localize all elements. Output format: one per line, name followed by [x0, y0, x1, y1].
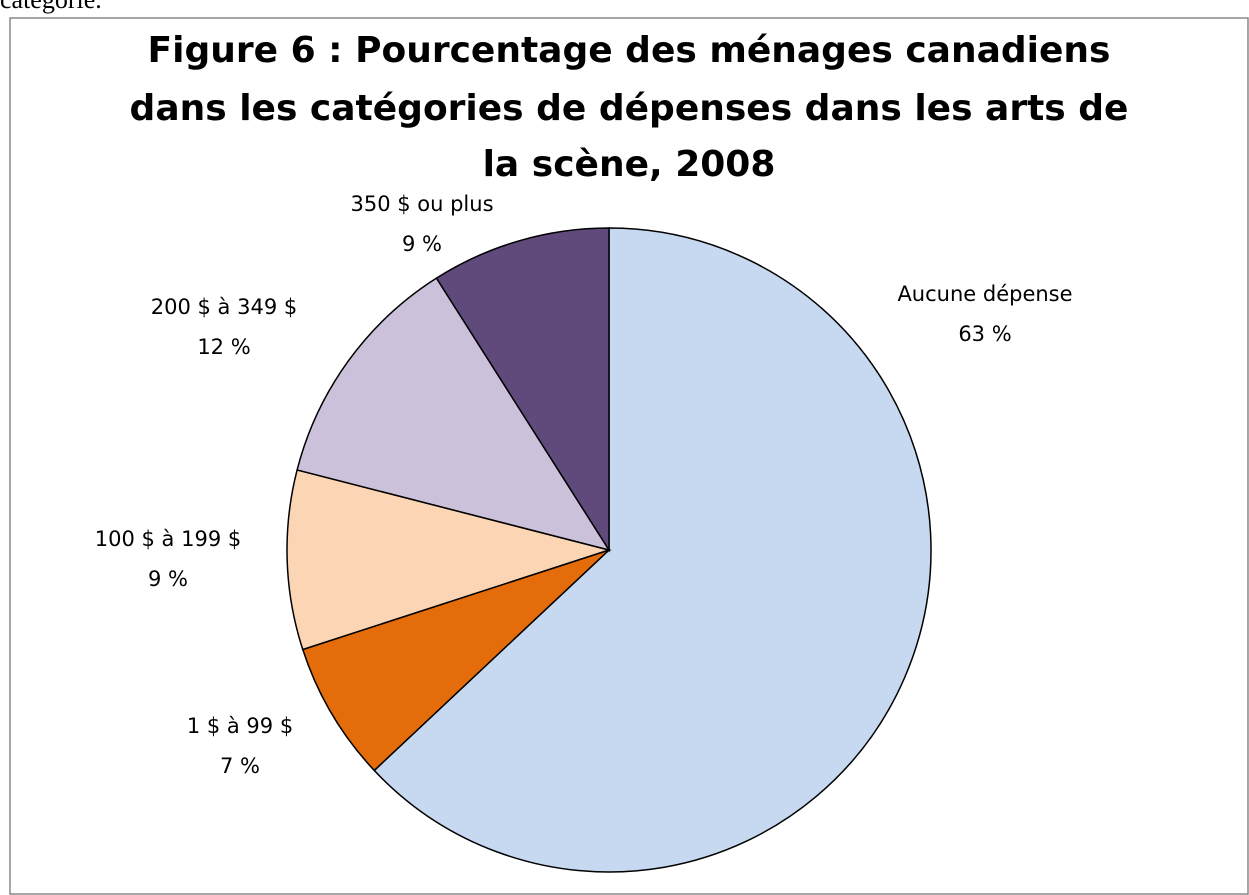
pie-slice [373, 227, 932, 873]
slice-label: 100 $ à 199 $ [95, 527, 241, 551]
slice-value-label: 7 % [220, 754, 260, 778]
slice-label: 1 $ à 99 $ [187, 714, 293, 738]
caption: catégorie. [0, 0, 102, 14]
pie-slice [296, 277, 611, 552]
slice-value-label: 9 % [402, 232, 442, 256]
slice-value-label: 12 % [197, 335, 250, 359]
chart-title: dans les catégories de dépenses dans les… [130, 88, 1129, 129]
chart-title: la scène, 2008 [483, 144, 776, 185]
pie-slice [435, 227, 610, 553]
pie-slice [301, 549, 610, 772]
slice-label: Aucune dépense [897, 282, 1072, 306]
slice-label: 350 $ ou plus [350, 192, 493, 216]
pie-slice [286, 469, 612, 651]
slice-value-label: 9 % [148, 567, 188, 591]
chart-title: Figure 6 : Pourcentage des ménages canad… [148, 30, 1111, 71]
slice-value-label: 63 % [958, 322, 1011, 346]
slice-label: 200 $ à 349 $ [151, 295, 297, 319]
